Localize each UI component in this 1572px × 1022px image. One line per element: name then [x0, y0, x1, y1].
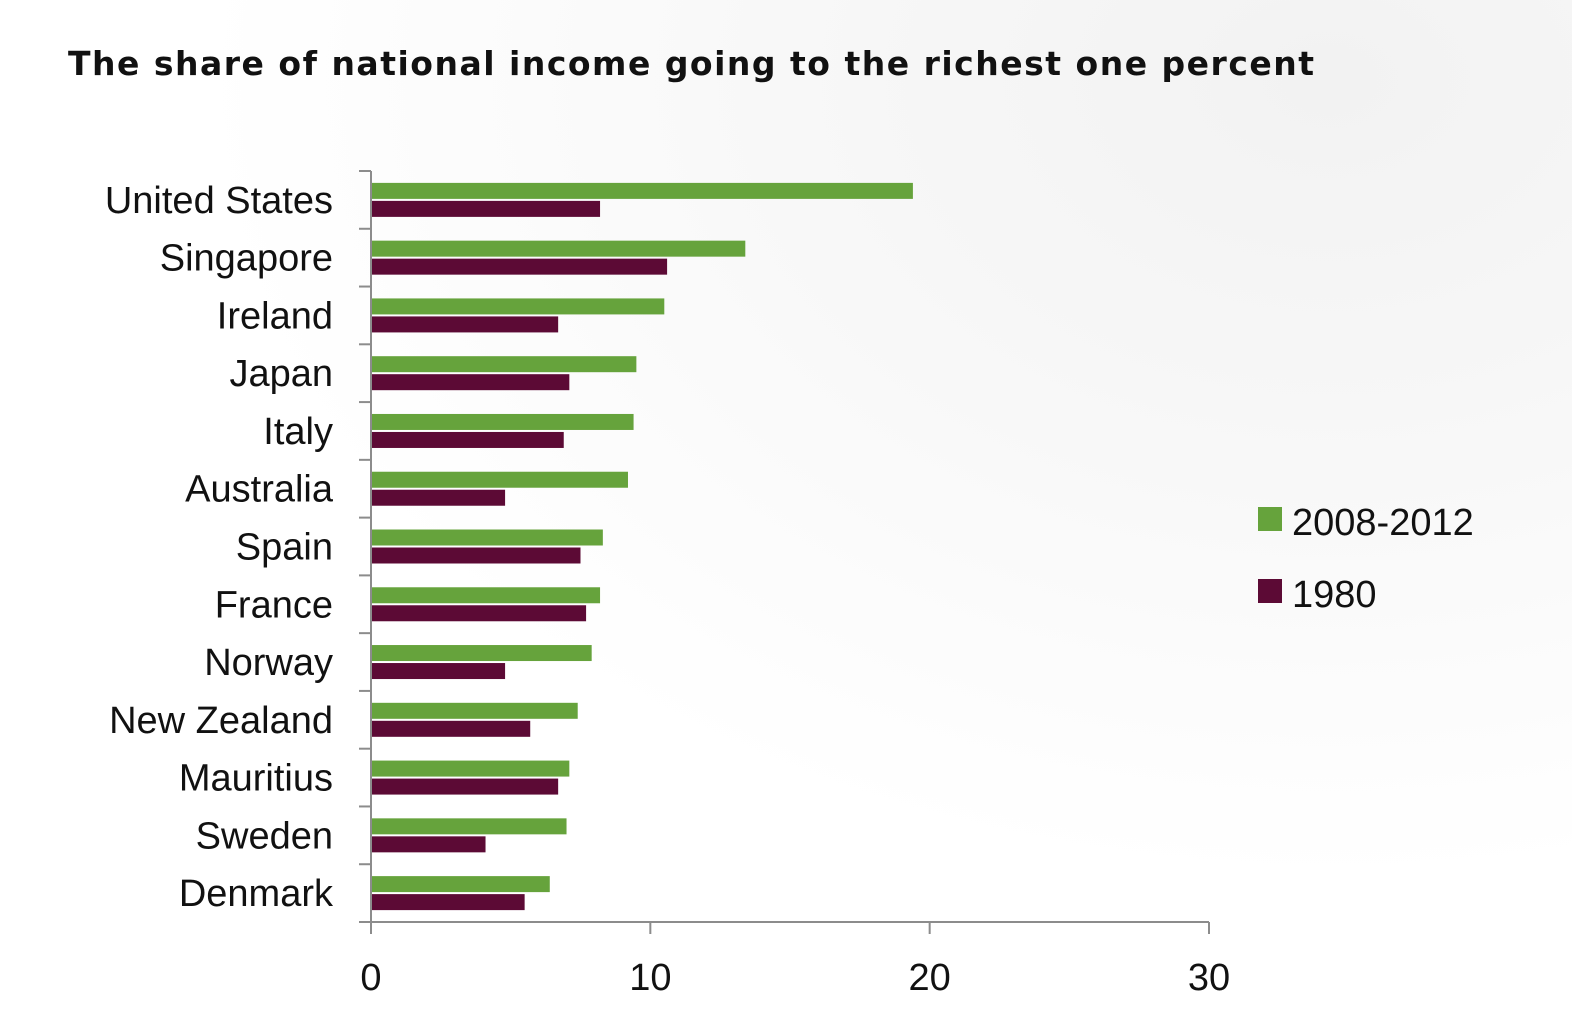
category-label: Denmark [179, 873, 334, 915]
x-tick-label: 0 [360, 957, 381, 999]
category-label: Singapore [160, 238, 333, 280]
category-label: Mauritius [179, 758, 333, 800]
bar-australia-1980 [371, 489, 506, 506]
legend: 2008-2012 1980 [1258, 502, 1474, 616]
bar-france-1980 [371, 605, 587, 622]
category-label: Japan [229, 353, 333, 395]
bar-singapore-2008-2012 [371, 240, 746, 257]
bar-mauritius-2008-2012 [371, 760, 570, 777]
bar-ireland-2008-2012 [371, 298, 665, 315]
x-tick-label: 20 [909, 957, 951, 999]
bar-japan-2008-2012 [371, 356, 637, 373]
bar-sweden-1980 [371, 836, 486, 853]
bar-mauritius-1980 [371, 778, 559, 795]
bar-united-states-1980 [371, 200, 601, 217]
category-label: Spain [236, 527, 333, 569]
legend-swatch-1980 [1258, 579, 1282, 603]
bar-spain-2008-2012 [371, 529, 603, 546]
bar-japan-1980 [371, 374, 570, 391]
bar-italy-2008-2012 [371, 413, 634, 430]
bar-new-zealand-2008-2012 [371, 702, 578, 719]
x-tick-label: 10 [629, 957, 671, 999]
chart-title: The share of national income going to th… [68, 44, 1316, 83]
bar-new-zealand-1980 [371, 720, 531, 737]
labels-layer: United States Singapore Ireland Japan Italy A… [105, 180, 1230, 999]
bars-layer [371, 182, 913, 911]
x-tick-label: 30 [1188, 957, 1230, 999]
category-label: Norway [204, 642, 333, 684]
bar-denmark-1980 [371, 894, 525, 911]
category-label: United States [105, 180, 333, 222]
bar-italy-1980 [371, 431, 564, 448]
bar-sweden-2008-2012 [371, 818, 567, 835]
category-label: France [215, 584, 333, 626]
bar-united-states-2008-2012 [371, 182, 913, 199]
bar-norway-1980 [371, 663, 506, 680]
category-label: Australia [185, 469, 334, 511]
bar-norway-2008-2012 [371, 645, 592, 662]
bar-spain-1980 [371, 547, 581, 564]
bar-ireland-1980 [371, 316, 559, 333]
category-label: Ireland [217, 295, 333, 337]
bar-australia-2008-2012 [371, 471, 628, 488]
legend-label: 1980 [1292, 574, 1377, 616]
legend-label: 2008-2012 [1292, 502, 1474, 544]
category-label: New Zealand [109, 700, 333, 742]
legend-swatch-2008-2012 [1258, 507, 1282, 531]
bar-singapore-1980 [371, 258, 668, 275]
bar-france-2008-2012 [371, 587, 601, 604]
category-label: Italy [263, 411, 333, 453]
category-label: Sweden [196, 815, 333, 857]
bar-denmark-2008-2012 [371, 876, 550, 893]
axes-layer [359, 170, 1210, 934]
